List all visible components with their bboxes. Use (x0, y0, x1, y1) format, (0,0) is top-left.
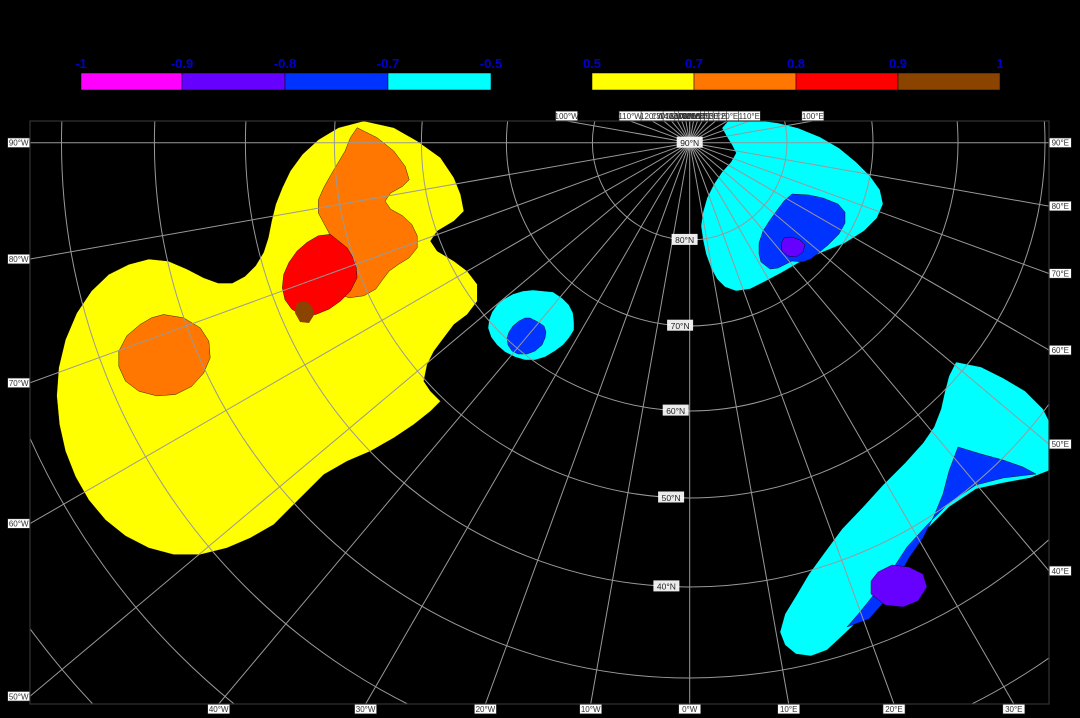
svg-text:110°W: 110°W (618, 112, 642, 121)
svg-text:50°W: 50°W (9, 692, 29, 701)
svg-text:50°E: 50°E (1052, 440, 1069, 449)
svg-text:70°E: 70°E (1052, 270, 1069, 279)
svg-text:40°N: 40°N (657, 582, 676, 592)
svg-text:-0.8: -0.8 (274, 56, 296, 71)
svg-text:-1: -1 (75, 56, 87, 71)
svg-text:-0.7: -0.7 (377, 56, 399, 71)
svg-text:100°E: 100°E (802, 112, 824, 121)
svg-text:20°W: 20°W (476, 705, 496, 714)
svg-text:90°N: 90°N (680, 138, 699, 148)
svg-text:40°W: 40°W (209, 705, 229, 714)
svg-text:110°E: 110°E (739, 112, 760, 121)
svg-text:180°W: 180°W (678, 112, 703, 121)
svg-text:80°N: 80°N (675, 235, 694, 245)
svg-text:30°E: 30°E (1005, 705, 1022, 714)
svg-text:70°W: 70°W (9, 379, 29, 388)
svg-text:80°E: 80°E (1052, 202, 1069, 211)
svg-text:70°N: 70°N (671, 321, 690, 331)
svg-text:0.9: 0.9 (889, 56, 907, 71)
svg-text:10°E: 10°E (780, 705, 797, 714)
svg-text:60°N: 60°N (666, 406, 685, 416)
svg-text:90°W: 90°W (9, 139, 29, 148)
svg-text:10°W: 10°W (581, 705, 601, 714)
svg-text:20°E: 20°E (885, 705, 902, 714)
svg-text:60°E: 60°E (1052, 346, 1069, 355)
svg-text:90°E: 90°E (1052, 139, 1069, 148)
svg-text:120°W: 120°W (640, 112, 665, 121)
svg-text:0.7: 0.7 (685, 56, 703, 71)
svg-text:-0.5: -0.5 (480, 56, 502, 71)
svg-text:50°N: 50°N (662, 493, 681, 503)
svg-text:40°E: 40°E (1052, 567, 1069, 576)
svg-text:0.5: 0.5 (583, 56, 601, 71)
svg-text:1: 1 (996, 56, 1003, 71)
svg-text:0°W: 0°W (682, 705, 698, 714)
svg-text:100°W: 100°W (555, 112, 580, 121)
svg-text:-0.9: -0.9 (171, 56, 193, 71)
svg-text:80°W: 80°W (9, 255, 29, 264)
svg-text:60°W: 60°W (9, 520, 29, 529)
svg-text:0.8: 0.8 (787, 56, 805, 71)
svg-text:30°W: 30°W (356, 705, 376, 714)
